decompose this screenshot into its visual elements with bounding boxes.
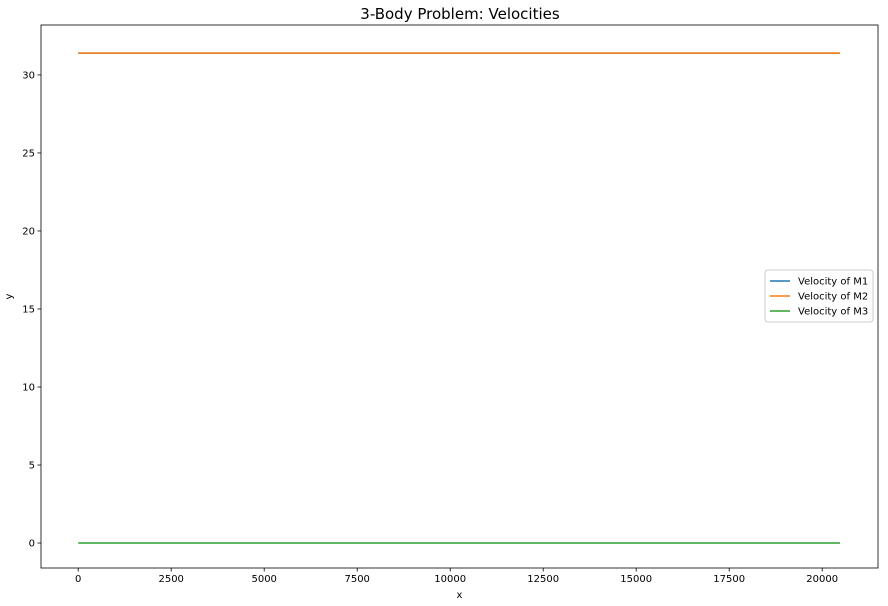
y-tick-label: 30 (22, 70, 35, 81)
x-axis: 0 2500 5000 7500 10000 12500 15000 17500 20000 (75, 568, 838, 585)
y-tick-label: 25 (22, 148, 35, 159)
y-axis-label: y (4, 293, 15, 299)
y-axis: 0 5 10 15 20 25 30 (22, 70, 41, 550)
x-tick-label: 5000 (251, 574, 276, 585)
x-tick-label: 10000 (434, 574, 466, 585)
legend-box (764, 269, 874, 323)
y-tick-label: 10 (22, 383, 35, 394)
x-tick-label: 17500 (713, 574, 745, 585)
x-tick-label: 20000 (806, 574, 838, 585)
axes-frame (40, 24, 879, 569)
y-tick-label: 15 (22, 304, 35, 315)
y-tick-label: 20 (22, 226, 35, 237)
legend-label: Velocity of M1 (798, 277, 868, 288)
x-tick-label: 7500 (344, 574, 369, 585)
x-axis-label: x (457, 590, 463, 601)
y-tick-label: 5 (29, 461, 35, 472)
x-tick-label: 0 (75, 574, 81, 585)
legend-label: Velocity of M3 (798, 307, 868, 318)
y-tick-label: 0 (29, 539, 35, 550)
chart-title: 3-Body Problem: Velocities (360, 5, 560, 23)
legend-label: Velocity of M2 (798, 292, 868, 303)
legend: Velocity of M1 Velocity of M2 Velocity of … (764, 269, 874, 323)
x-tick-label: 2500 (158, 574, 183, 585)
x-tick-label: 15000 (620, 574, 652, 585)
plot-area (78, 52, 841, 544)
x-tick-label: 12500 (527, 574, 559, 585)
